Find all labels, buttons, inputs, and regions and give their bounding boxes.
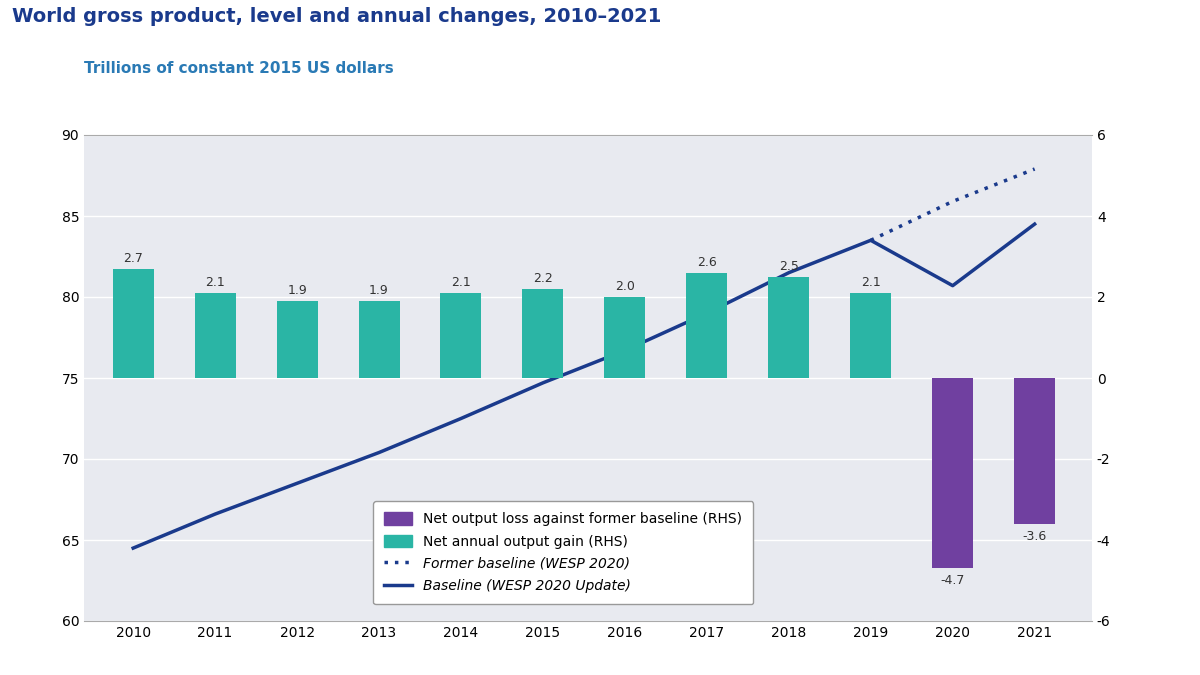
Bar xyxy=(276,301,318,378)
Bar xyxy=(440,293,481,378)
Bar xyxy=(932,378,973,568)
Bar xyxy=(605,297,646,378)
Legend: Net output loss against former baseline (RHS), Net annual output gain (RHS), For: Net output loss against former baseline … xyxy=(373,501,754,604)
Text: 2.1: 2.1 xyxy=(860,276,881,289)
Text: 2.1: 2.1 xyxy=(451,276,470,289)
Text: Trillions of constant 2015 US dollars: Trillions of constant 2015 US dollars xyxy=(84,61,394,76)
Text: 2.2: 2.2 xyxy=(533,272,553,285)
Text: 2.0: 2.0 xyxy=(614,280,635,293)
Bar xyxy=(1014,378,1055,524)
Bar xyxy=(194,293,235,378)
Text: World gross product, level and annual changes, 2010–2021: World gross product, level and annual ch… xyxy=(12,7,661,26)
Text: 1.9: 1.9 xyxy=(287,284,307,297)
Bar xyxy=(359,301,400,378)
Text: -3.6: -3.6 xyxy=(1022,530,1046,543)
Bar xyxy=(851,293,892,378)
Bar xyxy=(522,289,564,378)
Text: 2.1: 2.1 xyxy=(205,276,224,289)
Text: 2.7: 2.7 xyxy=(124,252,143,265)
Text: -4.7: -4.7 xyxy=(941,574,965,587)
Bar xyxy=(768,277,809,378)
Text: 2.5: 2.5 xyxy=(779,260,799,273)
Text: 1.9: 1.9 xyxy=(370,284,389,297)
Bar xyxy=(686,273,727,378)
Text: 2.6: 2.6 xyxy=(697,256,716,269)
Bar xyxy=(113,269,154,378)
